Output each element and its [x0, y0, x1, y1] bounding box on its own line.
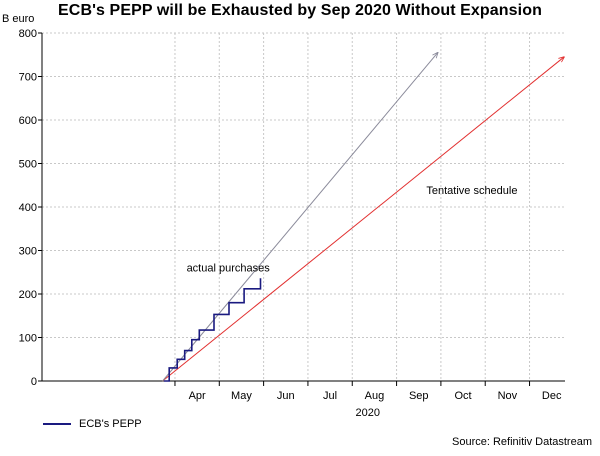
series-trend-line [162, 53, 438, 382]
y-tick-label: 800 [19, 28, 37, 40]
legend: ECB's PEPP [43, 418, 142, 430]
x-tick-label: Jul [323, 390, 337, 402]
x-tick-label: Dec [542, 390, 562, 402]
annotation-tentative-schedule: Tentative schedule [426, 185, 517, 197]
legend-label-pepp: ECB's PEPP [79, 418, 142, 430]
y-tick-label: 700 [19, 72, 37, 84]
chart-title: ECB's PEPP will be Exhausted by Sep 2020… [58, 2, 542, 19]
y-tick-label: 100 [19, 333, 37, 345]
source-note: Source: Refinitiv Datastream [452, 436, 592, 448]
x-tick-label: Apr [189, 390, 206, 402]
series-tentative-schedule-line [162, 57, 565, 382]
x-tick-label: Aug [365, 390, 385, 402]
legend-swatch-pepp [43, 423, 71, 425]
x-tick-label: Nov [498, 390, 518, 402]
y-tick-label: 200 [19, 289, 37, 301]
x-tick-label: Sep [409, 390, 429, 402]
x-tick-label: Jun [277, 390, 295, 402]
series-pepp-line [163, 278, 262, 382]
x-tick-label: Oct [454, 390, 471, 402]
y-tick-label: 400 [19, 202, 37, 214]
y-tick-label: 300 [19, 246, 37, 258]
x-tick-label: May [231, 390, 252, 402]
y-axis-label: B euro [2, 13, 34, 25]
y-tick-label: 0 [31, 376, 37, 388]
y-tick-label: 500 [19, 159, 37, 171]
x-axis-label: 2020 [356, 407, 380, 419]
annotation-actual-purchases: actual purchases [187, 262, 271, 274]
y-tick-label: 600 [19, 115, 37, 127]
